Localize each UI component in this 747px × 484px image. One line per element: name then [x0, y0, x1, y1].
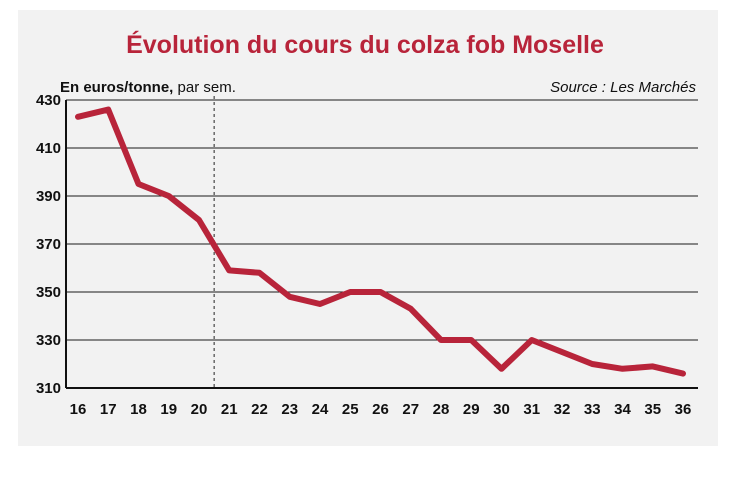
x-tick-label: 24 — [312, 401, 329, 418]
y-tick-label: 430 — [36, 92, 61, 109]
y-tick-label: 330 — [36, 332, 61, 349]
y-tick-label: 370 — [36, 236, 61, 253]
x-tick-label: 33 — [584, 401, 601, 418]
x-tick-label: 28 — [433, 401, 450, 418]
y-tick-label: 310 — [36, 380, 61, 397]
unit-label-bold: En euros/tonne, — [60, 79, 173, 96]
x-tick-label: 22 — [251, 401, 268, 418]
x-tick-label: 30 — [493, 401, 510, 418]
unit-label: En euros/tonne, par sem. — [60, 79, 236, 96]
x-tick-label: 20 — [191, 401, 208, 418]
chart-card: Évolution du cours du colza fob Moselle … — [18, 10, 718, 446]
series-layer — [75, 106, 686, 377]
line-chart: Évolution du cours du colza fob Moselle … — [36, 30, 698, 418]
y-tick-label: 390 — [36, 188, 61, 205]
x-tick-label: 32 — [554, 401, 571, 418]
x-tick-label: 16 — [70, 401, 87, 418]
x-tick-label: 26 — [372, 401, 389, 418]
x-tick-label: 17 — [100, 401, 117, 418]
source-label: Source : Les Marchés — [550, 79, 696, 96]
grid-layer — [65, 99, 698, 389]
x-tick-label: 29 — [463, 401, 480, 418]
y-tick-label: 410 — [36, 140, 61, 157]
x-tick-label: 23 — [281, 401, 298, 418]
x-tick-label: 34 — [614, 401, 631, 418]
x-tick-label: 27 — [402, 401, 419, 418]
cropped-body-text — [40, 446, 740, 484]
x-tick-label: 18 — [130, 401, 147, 418]
x-tick-label: 21 — [221, 401, 238, 418]
unit-label-rest: par sem. — [173, 79, 236, 96]
y-tick-label: 350 — [36, 284, 61, 301]
x-tick-labels: 16 17 18 19 20 21 22 23 24 25 26 27 28 29 30 31 32 33 34 35… — [70, 401, 692, 418]
x-tick-label: 31 — [523, 401, 540, 418]
y-tick-labels: 310 330 350 370 390 410 430 — [36, 92, 61, 397]
chart-title: Évolution du cours du colza fob Moselle — [126, 30, 604, 59]
x-tick-label: 35 — [644, 401, 661, 418]
x-tick-label: 19 — [160, 401, 177, 418]
x-tick-label: 25 — [342, 401, 359, 418]
series-line — [75, 106, 686, 377]
x-tick-label: 36 — [675, 401, 692, 418]
